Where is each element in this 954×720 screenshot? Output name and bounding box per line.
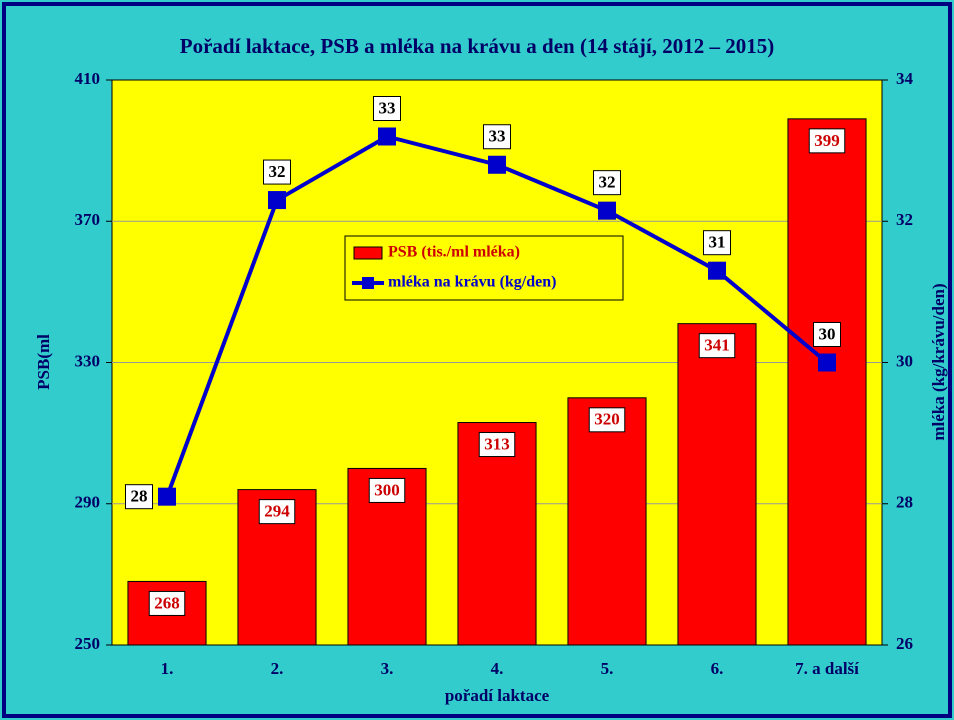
bar-label: 268 bbox=[154, 593, 180, 612]
y2-tick-label: 28 bbox=[896, 493, 913, 512]
y-tick-label: 250 bbox=[75, 634, 101, 653]
point-label: 33 bbox=[489, 127, 506, 146]
point-label-box bbox=[813, 322, 841, 347]
point-label: 32 bbox=[269, 162, 286, 181]
x-tick-label: 5. bbox=[601, 659, 614, 678]
point-label: 33 bbox=[379, 98, 396, 117]
bar-label-box bbox=[808, 128, 846, 154]
bar bbox=[787, 118, 867, 646]
bar-label-box bbox=[368, 477, 406, 503]
bar-label-box bbox=[698, 333, 736, 359]
x-tick-label: 2. bbox=[271, 659, 284, 678]
line-marker bbox=[598, 201, 616, 220]
line-marker bbox=[818, 353, 836, 372]
y-axis-label: PSB(ml bbox=[34, 334, 53, 390]
y2-axis-label: mléka (kg/krávu/den) bbox=[929, 283, 948, 440]
legend-label: mléka na krávu (kg/den) bbox=[388, 274, 556, 291]
y-tick-label: 370 bbox=[75, 210, 101, 229]
y-tick-label: 410 bbox=[75, 69, 101, 88]
legend-swatch-marker bbox=[362, 277, 374, 289]
point-label-box bbox=[125, 484, 153, 510]
point-label: 30 bbox=[819, 324, 836, 343]
point-label: 32 bbox=[599, 173, 616, 192]
bar-label: 320 bbox=[594, 410, 620, 429]
point-label-box bbox=[483, 124, 511, 150]
x-tick-label: 7. a další bbox=[795, 659, 859, 678]
legend bbox=[344, 235, 624, 301]
x-tick-label: 6. bbox=[711, 659, 724, 678]
legend-swatch bbox=[353, 246, 383, 260]
bar-label: 300 bbox=[374, 480, 400, 499]
bar-label-box bbox=[148, 590, 186, 616]
bar-label: 341 bbox=[704, 336, 730, 355]
line-marker bbox=[268, 191, 286, 210]
point-label: 28 bbox=[131, 487, 148, 506]
chart-title: Pořadí laktace, PSB a mléka na krávu a d… bbox=[180, 34, 774, 58]
bar-label: 313 bbox=[484, 434, 510, 453]
point-label-box bbox=[593, 170, 621, 196]
y-tick-label: 330 bbox=[75, 351, 101, 370]
bar-label: 399 bbox=[814, 131, 840, 150]
point-label: 31 bbox=[709, 233, 726, 252]
legend-label: PSB (tis./ml mléka) bbox=[388, 244, 520, 261]
x-tick-label: 3. bbox=[381, 659, 394, 678]
bar bbox=[457, 422, 537, 646]
y2-tick-label: 32 bbox=[896, 210, 913, 229]
y-tick-label: 290 bbox=[75, 493, 101, 512]
x-tick-label: 4. bbox=[491, 659, 504, 678]
x-axis-label: pořadí laktace bbox=[445, 686, 550, 705]
bar bbox=[567, 397, 647, 646]
line-marker bbox=[378, 127, 396, 146]
point-label-box bbox=[263, 159, 291, 185]
y2-tick-label: 34 bbox=[896, 69, 914, 88]
x-tick-label: 1. bbox=[161, 659, 174, 678]
line-marker bbox=[488, 155, 506, 174]
bar-label-box bbox=[588, 407, 626, 433]
y2-tick-label: 26 bbox=[896, 634, 913, 653]
line-marker bbox=[708, 261, 726, 280]
bar bbox=[677, 323, 757, 646]
line-marker bbox=[158, 487, 176, 506]
bar-label-box bbox=[258, 499, 296, 525]
bar-label-box bbox=[478, 432, 516, 458]
point-label-box bbox=[703, 230, 731, 256]
y2-tick-label: 30 bbox=[896, 351, 913, 370]
point-label-box bbox=[373, 96, 401, 121]
bar-label: 294 bbox=[264, 502, 290, 521]
